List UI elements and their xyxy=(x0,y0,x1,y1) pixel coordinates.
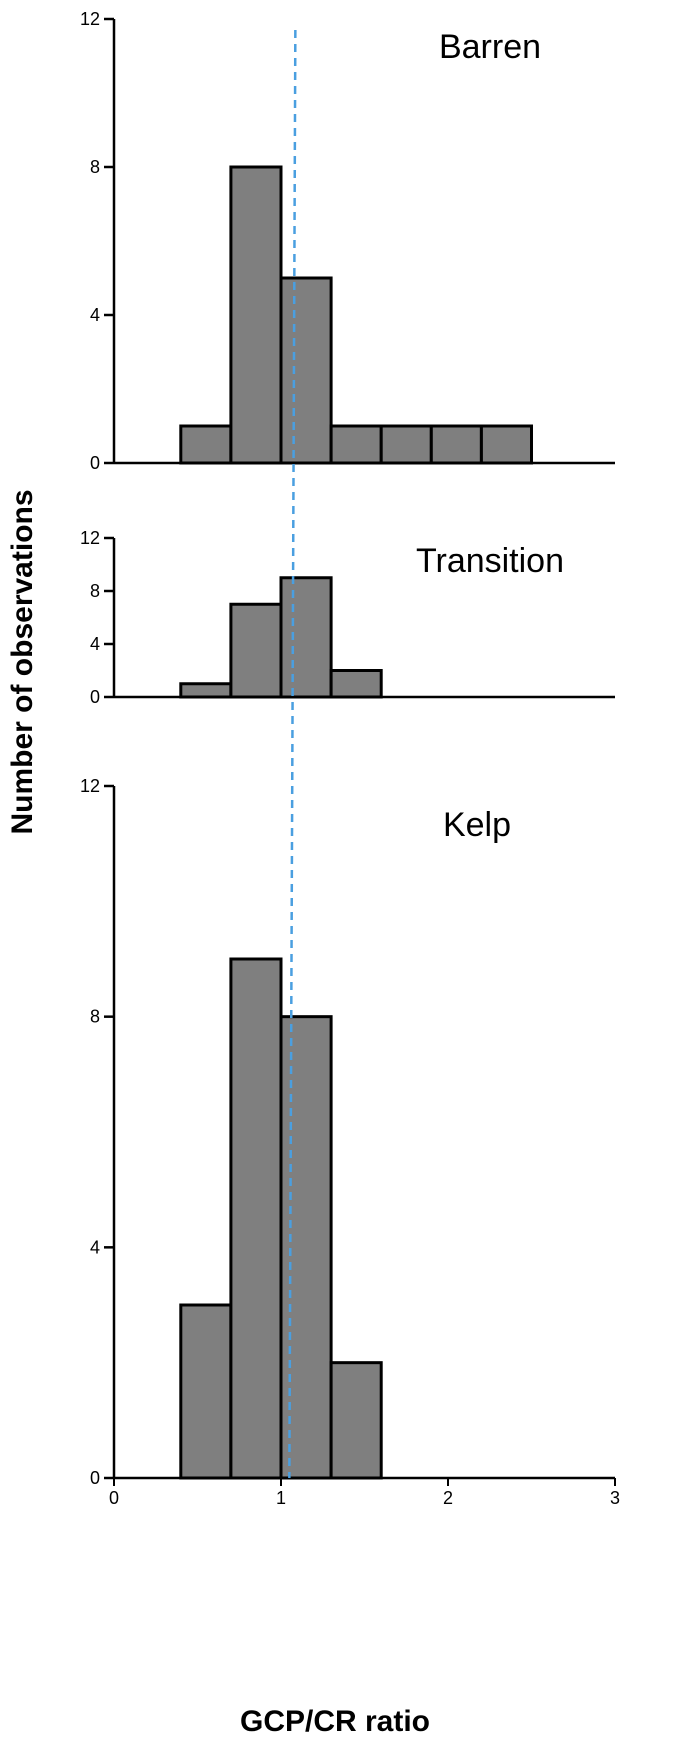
y-axis-title: Number of observations xyxy=(6,489,39,834)
y-tick-label: 12 xyxy=(80,528,100,548)
histogram-bar xyxy=(179,424,233,465)
y-tick-label: 8 xyxy=(90,581,100,601)
histogram-bar xyxy=(279,276,333,465)
x-tick-label: 0 xyxy=(109,1488,119,1508)
y-tick-label: 8 xyxy=(90,157,100,177)
histogram-bar xyxy=(279,576,333,699)
y-tick-label: 0 xyxy=(90,687,100,707)
panel-transition: 0 4 8 12 Transition xyxy=(80,528,615,707)
histogram-bar xyxy=(279,1015,333,1480)
panel-title: Barren xyxy=(439,28,541,66)
y-tick-label: 0 xyxy=(90,453,100,473)
panel-title: Kelp xyxy=(443,806,511,844)
x-tick-label: 2 xyxy=(443,1488,453,1508)
panel-barren: 0 4 8 12 Barren xyxy=(80,9,615,473)
histogram-bar xyxy=(379,424,433,465)
histogram-bar xyxy=(329,669,383,699)
y-tick-label: 0 xyxy=(90,1468,100,1488)
y-tick-label: 4 xyxy=(90,1237,100,1257)
histogram-bar xyxy=(179,682,233,699)
histogram-bar xyxy=(429,424,483,465)
y-tick-label: 8 xyxy=(90,1007,100,1027)
reference-line xyxy=(288,29,297,1479)
panel-title: Transition xyxy=(416,542,564,580)
histogram-bar xyxy=(229,165,283,465)
y-tick-label: 4 xyxy=(90,305,100,325)
x-tick-label: 3 xyxy=(610,1488,620,1508)
histogram-bar xyxy=(329,1361,383,1480)
y-tick-label: 4 xyxy=(90,634,100,654)
histogram-bar xyxy=(329,424,383,465)
x-axis-title: GCP/CR ratio xyxy=(240,1705,430,1738)
histogram-bar xyxy=(479,424,533,465)
histogram-bar xyxy=(179,1303,233,1480)
histogram-bar xyxy=(229,957,283,1480)
y-tick-label: 12 xyxy=(80,776,100,796)
histogram-bar xyxy=(229,602,283,699)
x-tick-label: 1 xyxy=(276,1488,286,1508)
y-tick-label: 12 xyxy=(80,9,100,29)
